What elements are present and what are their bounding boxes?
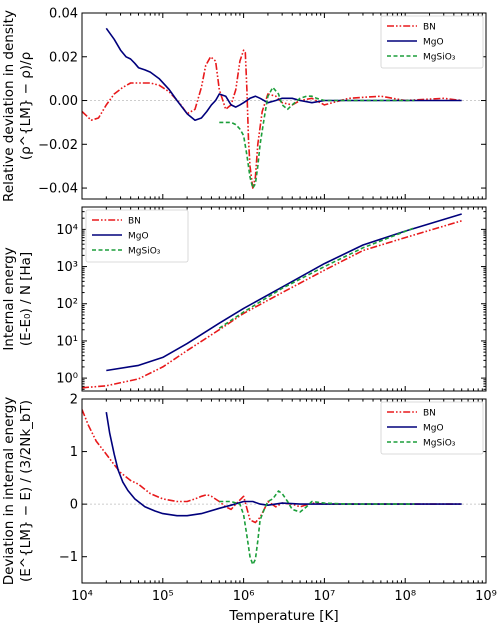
- y-axis-label: (E-E₀) / N [Ha]: [18, 252, 34, 346]
- y-tick-label: 10²: [56, 297, 78, 312]
- y-axis-label: Internal energy: [1, 247, 17, 350]
- plot-frame: [81, 12, 487, 200]
- legend-label: BN: [423, 409, 436, 419]
- y-axis-label: Deviation in internal energy: [1, 397, 17, 586]
- legend-label: MgO: [128, 232, 149, 242]
- series-line-bn: [82, 49, 462, 189]
- y-tick-label: 10⁴: [56, 223, 78, 238]
- legend-box: [380, 401, 484, 455]
- x-tick-label: 10⁹: [475, 589, 497, 604]
- x-tick-label: 10⁴: [71, 589, 93, 604]
- panel-3: 2 1 0 −1 10⁴ 10⁵ 10⁶ 10⁷ 10⁸ 10⁹ Temperature [K] De…: [1, 393, 497, 625]
- x-tick-label: 10⁸: [394, 589, 416, 604]
- legend-label: MgSiO₃: [423, 53, 456, 63]
- legend: BN MgO MgSiO₃: [85, 209, 189, 263]
- series-line-mgo: [106, 213, 462, 372]
- series-group: [82, 409, 462, 566]
- y-tick-label: −0.04: [38, 182, 78, 197]
- y-axis-label: (ρ^{LM} − ρ)/ρ: [18, 52, 34, 160]
- y-tick-label: 0: [70, 498, 78, 513]
- x-tick-label: 10⁶: [233, 589, 255, 604]
- series-line-bn: [82, 220, 462, 389]
- series-line-mgsio: [219, 86, 415, 189]
- y-tick-label: 0.02: [49, 50, 78, 65]
- legend-label: BN: [128, 217, 141, 227]
- legend-box: [85, 209, 189, 263]
- x-tick-label: 10⁷: [314, 589, 336, 604]
- series-group: [82, 27, 462, 189]
- panel-1: 0.04 0.02 0.00 −0.02 −0.04 Relative deviation…: [1, 7, 487, 202]
- y-tick-label: 10¹: [56, 334, 78, 349]
- legend-label: MgSiO₃: [423, 439, 456, 449]
- legend-box: [380, 15, 484, 69]
- panel-2: 10⁰ 10¹ 10² 10³ 10⁴ Internal energy (E-E₀) / N…: [1, 206, 487, 392]
- x-tick-label: 10⁵: [152, 589, 174, 604]
- y-tick-label: 0.04: [49, 7, 78, 22]
- legend: BN MgO MgSiO₃: [380, 401, 484, 455]
- y-tick-label: 10³: [56, 260, 78, 275]
- legend-label: BN: [423, 23, 436, 33]
- series-line-mgo: [105, 411, 462, 517]
- y-tick-label: 0.00: [49, 94, 78, 109]
- y-tick-label: 2: [70, 393, 78, 408]
- legend: BN MgO MgSiO₃: [380, 15, 484, 69]
- x-axis-label: Temperature [K]: [228, 608, 338, 624]
- legend-label: MgO: [423, 424, 444, 434]
- y-tick-label: 1: [70, 445, 78, 460]
- plot-frame: [81, 206, 487, 392]
- y-tick-label: −0.02: [38, 138, 78, 153]
- series-line-mgsio: [218, 227, 415, 329]
- series-line-bn: [82, 409, 462, 524]
- legend-label: MgSiO₃: [128, 247, 161, 257]
- series-line-mgo: [105, 27, 462, 121]
- y-axis-label: (E^{LM} − E) / (3/2Nk_bT): [18, 400, 34, 582]
- plot-frame: [81, 398, 487, 584]
- y-tick-label: −1: [59, 550, 78, 565]
- legend-label: MgO: [423, 38, 444, 48]
- series-line-mgsio: [219, 490, 415, 566]
- series-group: [82, 213, 462, 389]
- y-axis-label: Relative deviation in density: [1, 10, 17, 202]
- y-tick-label: 10⁰: [56, 372, 78, 387]
